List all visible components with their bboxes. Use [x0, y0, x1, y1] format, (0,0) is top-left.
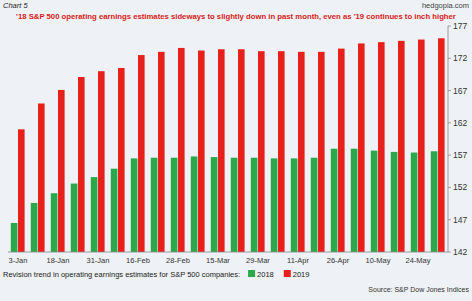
- y-tick: [448, 58, 451, 59]
- bar: [418, 40, 425, 252]
- bar: [291, 158, 298, 252]
- y-tick: [448, 90, 451, 91]
- x-tick-label: 11-Apr: [287, 256, 309, 265]
- bar: [331, 149, 338, 252]
- bar: [358, 43, 365, 252]
- y-tick: [448, 122, 451, 123]
- bar: [138, 55, 145, 252]
- bar: [158, 52, 165, 252]
- legend-swatch: [248, 270, 255, 277]
- bar: [31, 203, 38, 252]
- bar: [131, 158, 138, 252]
- x-tick-label: 24-May: [405, 256, 430, 265]
- bar: [98, 71, 105, 252]
- x-tick-label: 28-Feb: [166, 256, 190, 265]
- y-tick-label: 147: [453, 215, 467, 225]
- y-tick-label: 157: [453, 150, 467, 160]
- y-tick-label: 167: [453, 86, 467, 96]
- y-tick: [448, 187, 451, 188]
- x-tick-label: 10-May: [365, 256, 390, 265]
- bar: [171, 158, 178, 252]
- bar: [431, 151, 438, 252]
- bar: [18, 129, 25, 252]
- bar: [371, 151, 378, 252]
- x-tick-label: 15-Mar: [206, 256, 230, 265]
- bar: [178, 48, 185, 252]
- x-tick-label: 16-Feb: [126, 256, 150, 265]
- bar: [391, 152, 398, 252]
- bar: [278, 51, 285, 252]
- bar: [38, 103, 45, 252]
- bar: [118, 68, 125, 252]
- bar: [398, 41, 405, 252]
- x-axis: [8, 252, 448, 253]
- y-tick-label: 142: [453, 247, 467, 257]
- x-tick-label: 29-Mar: [246, 256, 270, 265]
- y-tick-label: 162: [453, 118, 467, 128]
- bar: [198, 51, 205, 252]
- y-tick-label: 177: [453, 21, 467, 31]
- bar: [351, 149, 358, 252]
- bar: [111, 169, 118, 252]
- bar: [378, 42, 385, 252]
- bar: [191, 156, 198, 252]
- x-tick-label: 26-Apr: [327, 256, 350, 265]
- x-tick-label: 31-Jan: [87, 256, 110, 265]
- bar: [58, 90, 65, 252]
- bar: [231, 158, 238, 252]
- bar: [151, 158, 158, 252]
- chart: 142 147 152 157 162 167 172 177 3-Jan 18-Jan 31-Ja…: [0, 0, 472, 301]
- chart-number: Chart 5: [3, 1, 28, 10]
- y-tick: [448, 26, 451, 27]
- bar: [298, 52, 305, 252]
- y-tick: [448, 219, 451, 220]
- bar: [271, 158, 278, 252]
- y-tick-label: 172: [453, 53, 467, 63]
- y-tick: [448, 252, 451, 253]
- bars: [11, 38, 445, 252]
- bar: [238, 49, 245, 252]
- bar: [51, 193, 58, 252]
- bar: [318, 52, 325, 252]
- bar: [218, 49, 225, 252]
- bar: [438, 38, 445, 252]
- legend-swatch: [284, 270, 291, 277]
- legend-label: 2019: [293, 270, 310, 279]
- bar: [338, 49, 345, 252]
- background: [0, 0, 472, 301]
- bar: [78, 77, 85, 252]
- x-tick-label: 3-Jan: [9, 256, 28, 265]
- source: Source: S&P Dow Jones Indices: [368, 286, 469, 293]
- bar: [251, 158, 258, 252]
- title: '18 S&P 500 operating earnings estimates…: [16, 12, 456, 21]
- bar: [91, 177, 98, 252]
- caption: Revision trend in operating earnings est…: [3, 270, 240, 279]
- site: hedgopia.com: [422, 1, 469, 10]
- y-tick: [448, 155, 451, 156]
- bar: [11, 223, 18, 252]
- bar: [411, 153, 418, 252]
- bar: [258, 51, 265, 252]
- y-axis: [448, 26, 449, 252]
- bar: [311, 158, 318, 252]
- bar: [211, 157, 218, 252]
- y-tick-label: 152: [453, 182, 467, 192]
- bar: [71, 184, 78, 252]
- x-tick-label: 18-Jan: [47, 256, 70, 265]
- legend-label: 2018: [257, 270, 274, 279]
